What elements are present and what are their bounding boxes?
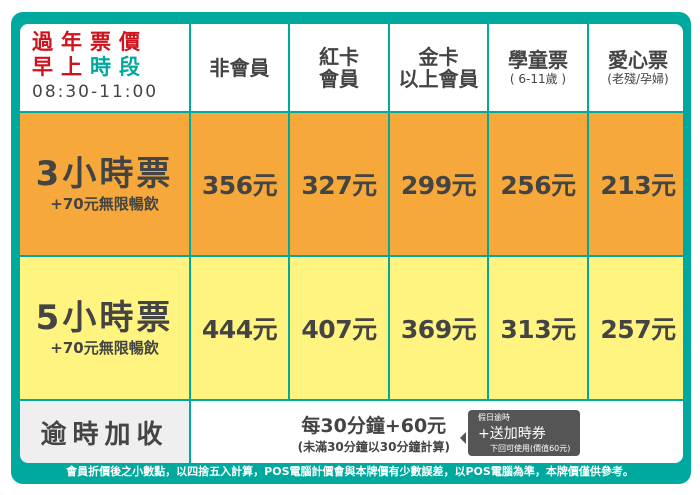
footer-note: 會員折價後之小數點，以四捨五入計算，POS電腦計價會與本牌價有少數誤差，以POS… <box>66 465 634 478</box>
time-range: 08:30-11:00 <box>32 82 159 102</box>
price-cell: 356元 <box>191 113 288 255</box>
row-header: 5小時票 +70元無限暢飲 <box>20 257 189 399</box>
holiday-badge: 假日逾時 +送加時券 下回可使用(價值60元) <box>459 409 581 456</box>
overtime-info: 每30分鐘+60元 (未滿30分鐘以30分鐘計算) 假日逾時 +送加時券 下回可使… <box>191 401 683 463</box>
price-cell: 299元 <box>390 113 487 255</box>
overtime-rate: 每30分鐘+60元 <box>301 414 447 437</box>
price-cell: 257元 <box>589 257 683 399</box>
badge-bottom: 下回可使用(價值60元) <box>489 443 571 453</box>
corner-title: 過年票價 <box>32 30 148 54</box>
price-cell: 213元 <box>589 113 683 255</box>
price-cell: 327元 <box>290 113 388 255</box>
ticket-title: 5小時票 <box>35 298 174 338</box>
price-table: 過年票價 早上時段 08:30-11:00 非會員 紅卡 會員 金卡 以上會員 學童… <box>20 24 683 463</box>
price-cell: 407元 <box>290 257 388 399</box>
badge-main: +送加時券 <box>477 425 546 442</box>
col-header: 紅卡 會員 <box>290 24 388 111</box>
ticket-addon: +70元無限暢飲 <box>50 339 159 357</box>
col-label: 非會員 <box>209 55 270 80</box>
overtime-note: (未滿30分鐘以30分鐘計算) <box>297 439 450 454</box>
badge-top: 假日逾時 <box>477 412 510 422</box>
price-cell: 444元 <box>191 257 288 399</box>
col-sublabel: 會員 <box>319 66 359 91</box>
col-sublabel: (老殘/孕婦) <box>607 71 669 86</box>
overtime-label: 逾時加收 <box>20 401 189 463</box>
col-label: 紅卡 <box>319 44 359 69</box>
corner-period-a: 早上 <box>32 55 90 79</box>
price-cell: 256元 <box>489 113 587 255</box>
col-header: 金卡 以上會員 <box>390 24 487 111</box>
col-sublabel: ( 6-11歲 ) <box>509 71 567 86</box>
col-label: 愛心票 <box>608 47 668 72</box>
col-label: 學童票 <box>508 47 568 72</box>
ticket-title: 3小時票 <box>35 154 174 194</box>
price-cell: 369元 <box>390 257 487 399</box>
col-label: 金卡 <box>418 44 459 69</box>
col-sublabel: 以上會員 <box>398 66 479 91</box>
col-header: 愛心票 (老殘/孕婦) <box>589 24 683 111</box>
col-header: 學童票( 6-11歲 ) <box>489 24 587 111</box>
ticket-addon: +70元無限暢飲 <box>50 195 159 213</box>
col-header: 非會員 <box>191 24 288 111</box>
price-cell: 313元 <box>489 257 587 399</box>
corner-header: 過年票價 早上時段 08:30-11:00 <box>20 24 189 111</box>
corner-period-b: 時段 <box>90 55 148 79</box>
row-header: 3小時票 +70元無限暢飲 <box>20 113 189 255</box>
